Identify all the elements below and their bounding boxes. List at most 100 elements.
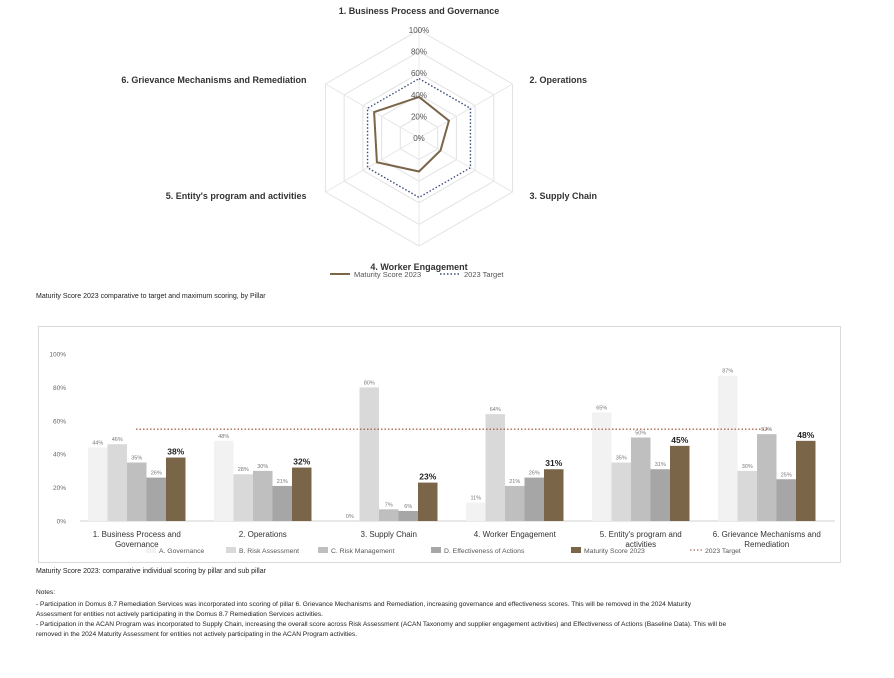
bar-category-label: 6. Grievance Mechanisms and	[713, 530, 821, 539]
bar-y-tick-label: 0%	[57, 519, 67, 526]
bar	[88, 447, 108, 521]
notes-line: removed in the 2024 Maturity Assessment …	[36, 631, 358, 638]
bar-data-label: 11%	[470, 496, 481, 502]
bar-category-label: activities	[625, 540, 656, 549]
bar-caption: Maturity Score 2023: comparative individ…	[36, 568, 266, 575]
bar	[359, 387, 379, 521]
bar	[166, 457, 186, 521]
radar-tick-label: 20%	[411, 112, 427, 121]
bar-y-tick-label: 40%	[53, 452, 66, 459]
bar-data-label: 35%	[616, 456, 627, 462]
bar-data-label: 64%	[490, 407, 501, 413]
bar	[292, 467, 312, 521]
bar	[379, 509, 399, 521]
bar-legend-label: D. Effectiveness of Actions	[444, 548, 525, 555]
bar	[214, 440, 234, 521]
bar	[718, 375, 738, 521]
bar-data-label: 30%	[742, 464, 753, 470]
bar-data-label: 6%	[404, 504, 412, 510]
bar-data-label: 31%	[545, 458, 562, 468]
bar	[670, 445, 690, 521]
radar-tick-label: 80%	[411, 48, 427, 57]
bar-chart: 0% 20% 40% 60% 80% 100% 44% 46% 35% 26% 38% 1. Busi…	[49, 352, 835, 555]
bar	[776, 479, 796, 521]
notes-line: Assessment for entities not actively par…	[36, 611, 323, 618]
bar-data-label: 28%	[238, 467, 249, 473]
notes-line: - Participation in Domus 8.7 Remediation…	[36, 601, 692, 608]
bar	[466, 502, 486, 521]
bar-legend-swatch	[146, 547, 156, 553]
bar-data-label: 35%	[131, 456, 142, 462]
bar	[107, 444, 127, 521]
bar-legend-swatch	[571, 547, 581, 553]
bar-chart-frame	[38, 326, 841, 563]
bar	[505, 485, 525, 521]
radar-tick-label: 60%	[411, 69, 427, 78]
radar-chart: 0% 20% 40% 60% 80% 100% 1. Business Process an…	[121, 6, 598, 279]
bar-data-label: 30%	[257, 464, 268, 470]
radar-tick-label: 40%	[411, 91, 427, 100]
radar-category-label: 1. Business Process and Governance	[339, 6, 500, 16]
bar-category-label: Governance	[115, 540, 159, 549]
bar	[611, 462, 631, 521]
radar-category-label: 2. Operations	[530, 75, 588, 85]
bar	[592, 412, 612, 521]
bar-category-label: 4. Worker Engagement	[474, 530, 557, 539]
bar-category-label: 2. Operations	[239, 530, 287, 539]
radar-category-label: 3. Supply Chain	[530, 191, 598, 201]
bar-category-label: Remediation	[744, 540, 789, 549]
bar-legend-label: 2023 Target	[705, 548, 741, 555]
bar	[737, 470, 757, 521]
bar-data-label: 32%	[293, 457, 310, 467]
notes-line: - Participation in the ACAN Program was …	[36, 621, 727, 628]
bar-data-label: 46%	[112, 437, 123, 443]
bar	[650, 469, 670, 521]
bar-data-label: 65%	[596, 405, 607, 411]
bar-data-label: 31%	[655, 462, 666, 468]
bar-data-label: 21%	[509, 479, 520, 485]
bar-legend-label: Maturity Score 2023	[584, 548, 645, 555]
bar-data-label: 7%	[385, 502, 393, 508]
bar-data-label: 45%	[671, 435, 688, 445]
bar	[233, 474, 253, 521]
bar-data-label: 48%	[218, 434, 229, 440]
bar-data-label: 38%	[167, 447, 184, 457]
bar-y-tick-label: 80%	[53, 385, 66, 392]
bar-data-label: 44%	[92, 441, 103, 447]
radar-legend-label: 2023 Target	[464, 270, 504, 279]
bar-legend-swatch	[431, 547, 441, 553]
bar	[398, 510, 418, 521]
bar-y-tick-label: 60%	[53, 418, 66, 425]
radar-tick-label: 0%	[413, 134, 425, 143]
bar-data-label: 26%	[151, 471, 162, 477]
radar-spoke	[325, 137, 420, 193]
bar-data-label: 23%	[419, 472, 436, 482]
bar	[485, 414, 505, 521]
bar	[127, 462, 147, 521]
bar-data-label: 0%	[346, 514, 354, 520]
radar-category-label: 4. Worker Engagement	[370, 262, 467, 272]
bar-legend-swatch	[318, 547, 328, 553]
bar	[146, 477, 166, 521]
bar	[272, 485, 292, 521]
bar-legend-swatch	[226, 547, 236, 553]
radar-spoke	[418, 137, 513, 193]
bar-category-label: 1. Business Process and	[93, 530, 181, 539]
bar-data-label: 26%	[529, 471, 540, 477]
bar	[524, 477, 544, 521]
bar-data-label: 25%	[781, 472, 792, 478]
bar-legend-label: A. Governance	[159, 548, 205, 555]
bar	[631, 437, 651, 521]
bar	[796, 440, 816, 521]
radar-category-label: 6. Grievance Mechanisms and Remediation	[121, 75, 306, 85]
bar-data-label: 48%	[797, 430, 814, 440]
notes: Notes: - Participation in Domus 8.7 Reme…	[36, 588, 846, 640]
bar-legend-label: B. Risk Assessment	[239, 548, 299, 555]
radar-series-line	[373, 95, 451, 173]
bar-y-tick-label: 20%	[53, 485, 66, 492]
radar-tick-label: 100%	[409, 26, 429, 35]
bar-data-label: 87%	[722, 369, 733, 375]
bar-y-tick-label: 100%	[49, 352, 66, 359]
bar	[757, 434, 777, 521]
radar-spoke	[418, 83, 513, 139]
